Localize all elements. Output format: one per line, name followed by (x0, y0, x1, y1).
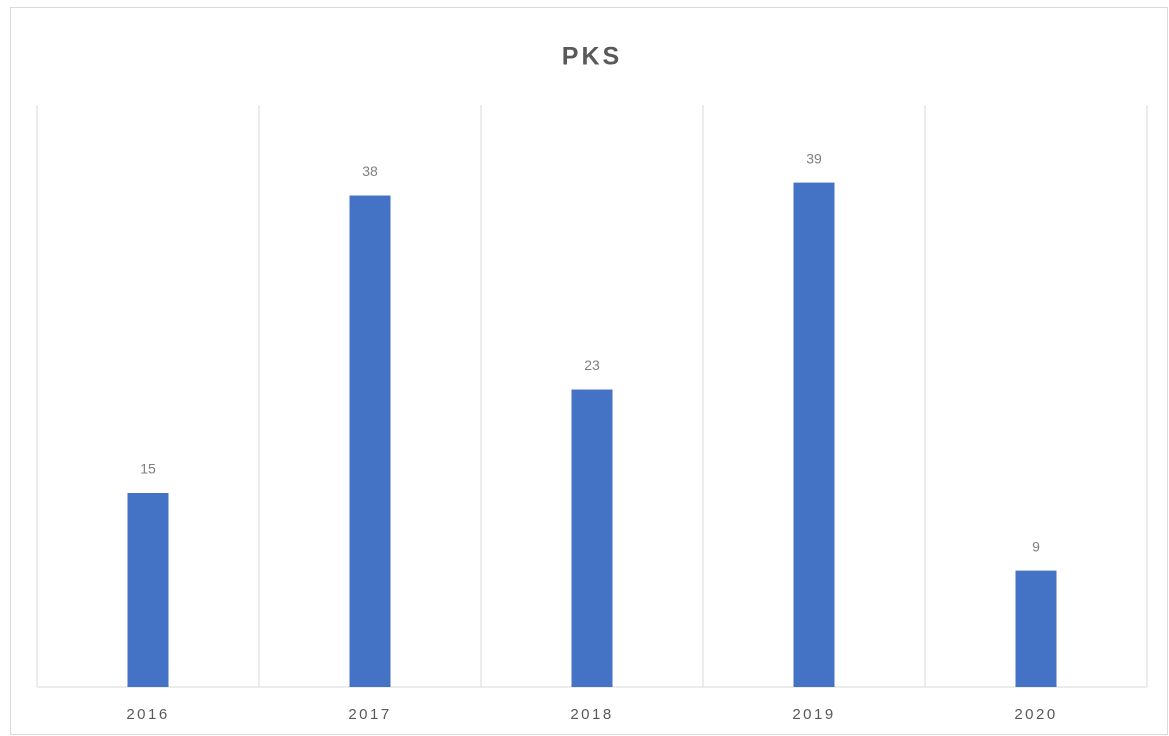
chart-title: PKS (562, 43, 622, 71)
bar (793, 182, 835, 687)
data-label: 39 (806, 150, 822, 166)
data-label: 38 (362, 163, 378, 179)
data-label: 9 (1032, 538, 1040, 554)
bar (127, 493, 169, 687)
data-label: 23 (584, 357, 600, 373)
x-tick-label: 2016 (126, 706, 169, 723)
bar (1015, 570, 1057, 687)
data-label: 15 (140, 461, 156, 477)
x-tick-label: 2019 (792, 706, 835, 723)
x-tick-label: 2018 (570, 706, 613, 723)
x-tick-label: 2017 (348, 706, 391, 723)
bar (349, 195, 391, 688)
bar (571, 389, 613, 687)
x-tick-label: 2020 (1014, 706, 1057, 723)
